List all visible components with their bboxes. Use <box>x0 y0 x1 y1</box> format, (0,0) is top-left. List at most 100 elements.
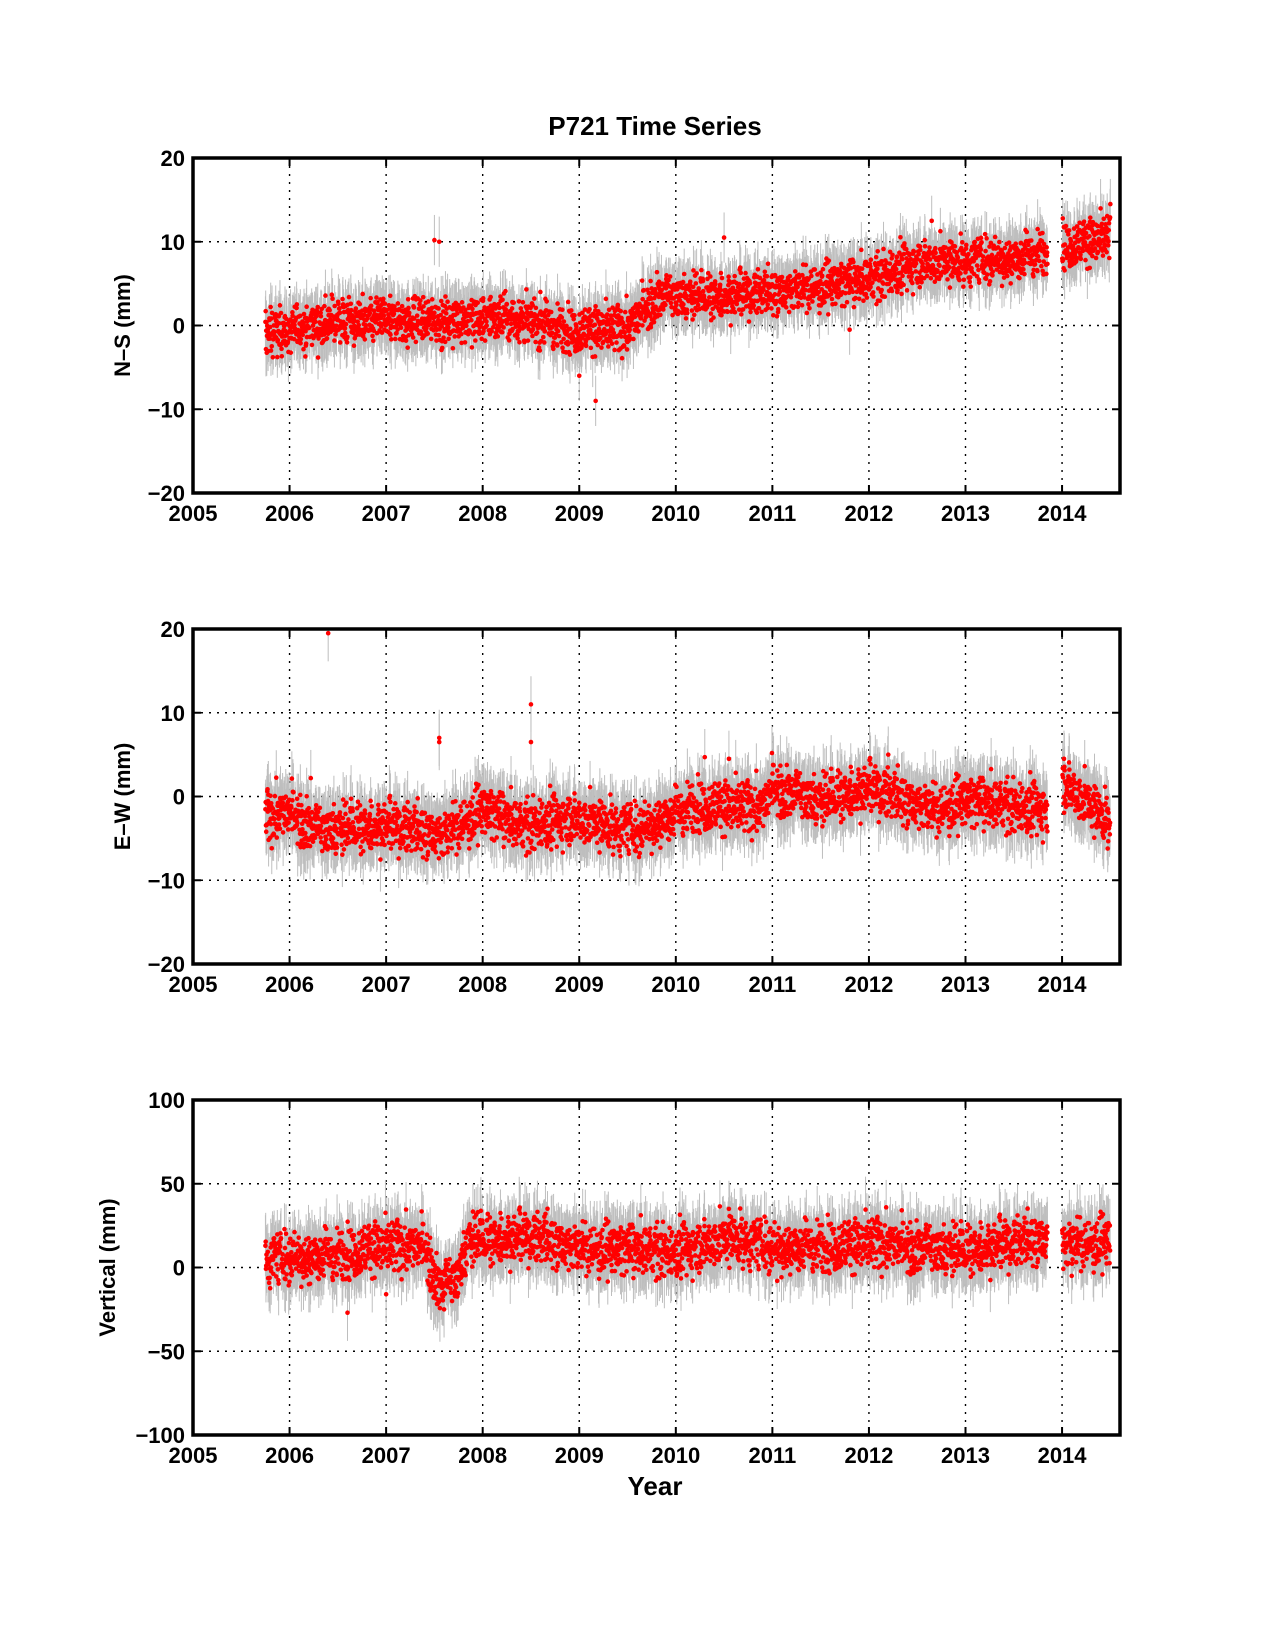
data-point <box>405 296 411 302</box>
data-point <box>726 274 731 280</box>
data-point <box>588 327 593 333</box>
data-point <box>267 336 273 341</box>
data-point <box>640 296 645 302</box>
data-point <box>777 289 783 295</box>
data-point <box>551 346 556 352</box>
data-point <box>343 321 349 327</box>
data-point <box>658 312 663 318</box>
data-point <box>288 350 294 355</box>
data-point <box>603 296 609 302</box>
data-point <box>442 339 448 345</box>
data-point <box>432 314 437 320</box>
data-point <box>614 340 619 345</box>
data-point <box>367 310 373 316</box>
data-point <box>267 324 273 330</box>
data-point <box>764 273 770 279</box>
data-point <box>687 279 693 284</box>
data-point <box>403 338 409 343</box>
data-point <box>315 355 321 360</box>
data-point <box>469 317 474 323</box>
data-point <box>663 286 669 291</box>
data-point <box>534 330 540 335</box>
data-point <box>782 300 788 305</box>
data-point <box>363 323 369 328</box>
data-point <box>475 300 481 306</box>
data-point <box>810 299 815 304</box>
data-point <box>787 273 793 279</box>
data-point <box>275 354 280 360</box>
data-point <box>650 301 655 307</box>
data-point <box>304 304 309 310</box>
data-point <box>382 301 388 306</box>
data-point <box>459 331 464 337</box>
data-point <box>425 331 431 336</box>
data-point <box>426 322 432 328</box>
data-point <box>552 335 558 340</box>
data-point <box>645 301 651 307</box>
data-point <box>420 309 426 315</box>
data-point <box>689 308 695 313</box>
data-point <box>711 315 716 320</box>
data-point <box>298 340 303 346</box>
data-point <box>542 340 547 345</box>
data-point <box>674 302 679 308</box>
data-point <box>558 340 564 345</box>
data-point <box>477 331 482 336</box>
data-point <box>624 347 630 352</box>
data-point <box>469 345 475 350</box>
data-point <box>636 329 641 334</box>
data-point <box>636 322 642 328</box>
data-point <box>683 316 689 321</box>
data-point <box>418 298 423 303</box>
data-point <box>533 305 539 311</box>
data-point <box>708 274 713 279</box>
data-point <box>329 292 335 298</box>
data-point <box>272 329 277 335</box>
data-point <box>572 313 577 318</box>
data-point <box>356 322 362 328</box>
data-point <box>719 312 724 318</box>
data-point <box>420 294 426 300</box>
data-point <box>668 300 674 306</box>
data-point <box>496 311 502 316</box>
data-point <box>318 313 324 319</box>
data-point <box>301 311 307 317</box>
data-point <box>315 304 321 310</box>
data-point <box>371 328 377 334</box>
data-point <box>774 313 780 319</box>
data-point <box>414 313 420 318</box>
data-point <box>432 310 437 316</box>
data-point <box>530 327 536 332</box>
data-point <box>269 310 275 316</box>
data-point <box>540 334 546 340</box>
data-point <box>648 313 653 319</box>
data-point <box>762 269 768 275</box>
data-point <box>728 323 734 328</box>
data-point <box>732 273 737 279</box>
data-point <box>620 320 626 326</box>
data-point <box>799 302 805 308</box>
data-point <box>592 354 598 359</box>
data-point <box>622 309 628 315</box>
data-point <box>275 337 281 343</box>
data-point <box>561 319 567 324</box>
data-point <box>700 278 706 284</box>
data-point <box>349 307 354 313</box>
data-point <box>707 295 712 300</box>
data-point <box>699 267 704 273</box>
data-point <box>434 338 439 343</box>
data-point <box>531 296 537 301</box>
data-point <box>504 301 510 307</box>
data-point <box>619 355 625 361</box>
data-point <box>480 295 486 301</box>
data-point <box>544 299 550 304</box>
data-point <box>446 336 451 342</box>
data-point <box>713 281 718 287</box>
data-point <box>269 344 275 349</box>
data-point <box>685 310 690 316</box>
data-point <box>511 300 516 305</box>
data-point <box>533 339 538 345</box>
data-point <box>651 319 657 325</box>
data-point <box>609 341 615 346</box>
data-point <box>332 338 337 343</box>
